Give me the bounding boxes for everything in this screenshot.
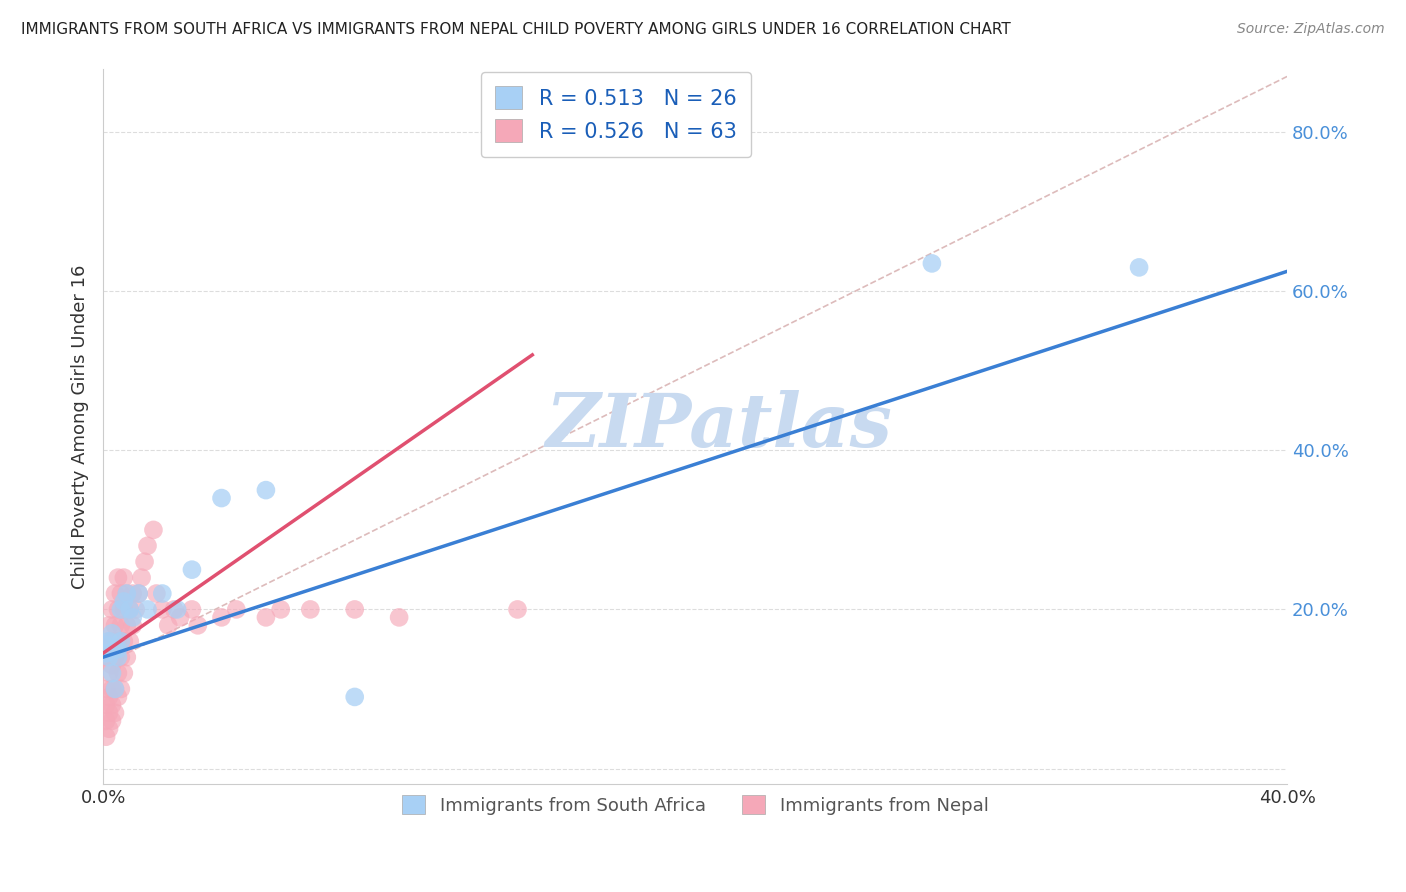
Point [136,539,159,553]
Point [112,594,135,608]
Point [110,618,132,632]
Point [98,634,121,648]
Point [112,634,135,648]
Point [131,571,153,585]
Point [506,602,529,616]
Point [163,602,186,616]
Point [343,690,366,704]
Point [254,610,277,624]
Point [166,602,188,616]
Point [101,626,124,640]
Point [107,642,129,657]
Point [94,646,117,660]
Point [115,618,138,632]
Point [110,586,132,600]
Point [187,618,209,632]
Point [98,690,121,704]
Point [388,610,411,624]
Point [142,523,165,537]
Point [107,666,129,681]
Point [136,602,159,616]
Point [104,618,127,632]
Point [101,714,124,728]
Point [110,634,132,648]
Point [98,618,121,632]
Point [110,602,132,616]
Point [104,650,127,665]
Legend: Immigrants from South Africa, Immigrants from Nepal: Immigrants from South Africa, Immigrants… [391,784,1000,825]
Point [101,658,124,673]
Point [211,491,233,505]
Point [118,602,141,616]
Point [104,642,127,657]
Point [104,681,127,696]
Point [110,681,132,696]
Point [115,586,138,600]
Point [115,650,138,665]
Point [121,586,143,600]
Point [157,618,180,632]
Point [254,483,277,497]
Point [98,706,121,720]
Point [181,563,204,577]
Point [98,666,121,681]
Point [98,650,121,665]
Point [181,602,204,616]
Point [128,586,150,600]
Point [107,634,129,648]
Point [125,602,148,616]
Point [343,602,366,616]
Point [101,681,124,696]
Point [104,586,127,600]
Point [225,602,247,616]
Point [107,602,129,616]
Point [98,634,121,648]
Point [115,586,138,600]
Point [101,666,124,681]
Point [107,690,129,704]
Point [270,602,292,616]
Point [134,555,156,569]
Text: ZIPatlas: ZIPatlas [546,390,893,463]
Point [98,722,121,736]
Point [150,602,173,616]
Point [107,650,129,665]
Point [94,698,117,712]
Point [112,666,135,681]
Point [112,571,135,585]
Point [101,634,124,648]
Text: IMMIGRANTS FROM SOUTH AFRICA VS IMMIGRANTS FROM NEPAL CHILD POVERTY AMONG GIRLS : IMMIGRANTS FROM SOUTH AFRICA VS IMMIGRAN… [21,22,1011,37]
Point [101,602,124,616]
Point [150,586,173,600]
Point [104,681,127,696]
Point [101,698,124,712]
Point [145,586,167,600]
Point [118,634,141,648]
Point [121,618,143,632]
Point [94,714,117,728]
Point [299,602,322,616]
Y-axis label: Child Poverty Among Girls Under 16: Child Poverty Among Girls Under 16 [72,264,89,589]
Point [112,602,135,616]
Point [94,681,117,696]
Point [110,650,132,665]
Point [169,610,191,624]
Point [211,610,233,624]
Point [94,730,117,744]
Text: Source: ZipAtlas.com: Source: ZipAtlas.com [1237,22,1385,37]
Point [94,650,117,665]
Point [128,586,150,600]
Point [94,638,117,652]
Point [107,571,129,585]
Point [921,256,943,270]
Point [104,706,127,720]
Point [1128,260,1150,275]
Point [121,610,143,624]
Point [118,602,141,616]
